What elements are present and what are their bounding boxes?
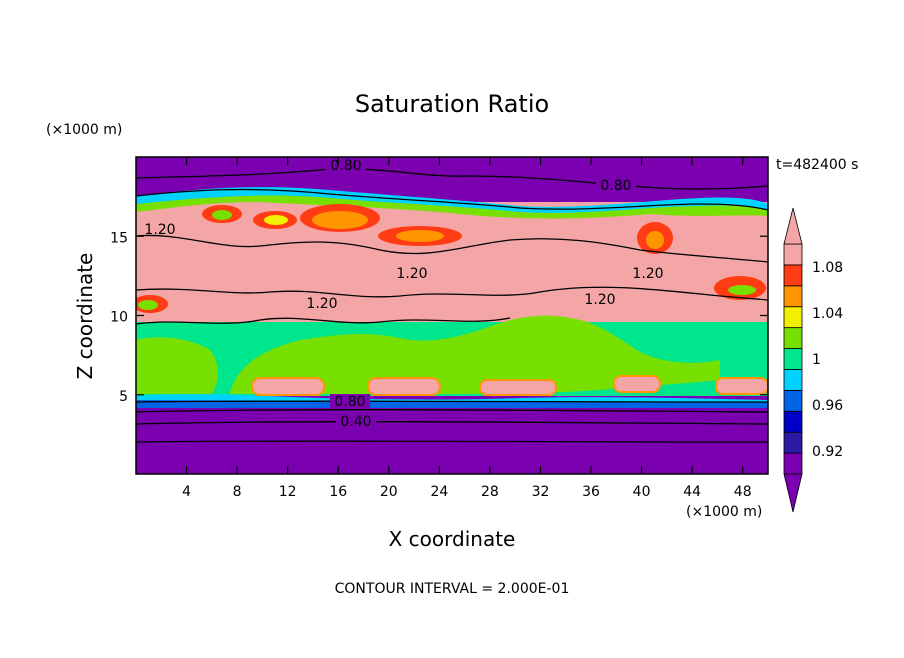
colorbar-tick-label: 0.96 xyxy=(812,398,843,414)
contour-label: 1.20 xyxy=(584,292,615,308)
patch-green xyxy=(212,210,232,220)
colorbar-tick-label: 0.92 xyxy=(812,444,843,460)
contour-label: 1.20 xyxy=(306,296,337,312)
colorbar-tick-label: 1.04 xyxy=(812,306,843,322)
contour-label: 0.80 xyxy=(330,158,361,174)
colorbar-bin xyxy=(783,389,803,412)
x-tick-label: 48 xyxy=(734,484,752,500)
pocket-pink xyxy=(479,379,557,396)
colorbar-bin xyxy=(783,243,803,266)
patch-green xyxy=(728,285,756,295)
field-lower-layer xyxy=(136,395,768,474)
pocket-pink xyxy=(251,377,325,396)
y-tick-label: 5 xyxy=(119,389,128,405)
contour-label: 0.80 xyxy=(334,394,365,410)
x-tick-label: 32 xyxy=(532,484,550,500)
colorbar-bin xyxy=(783,285,803,308)
y-unit-label: (×1000 m) xyxy=(46,122,122,138)
contour-interval-footer: CONTOUR INTERVAL = 2.000E-01 xyxy=(335,581,570,597)
pocket-pink xyxy=(715,377,768,395)
x-axis-ticks: 4 8 12 16 20 24 28 32 36 40 44 48 xyxy=(182,157,752,500)
contour-label: 1.20 xyxy=(396,266,427,282)
colorbar-bin xyxy=(783,348,803,370)
colorbar-bin xyxy=(783,264,803,287)
x-tick-label: 28 xyxy=(481,484,499,500)
pocket-pink xyxy=(613,375,661,393)
colorbar-bin xyxy=(783,452,803,475)
contour-labels: 0.80 0.80 1.20 1.20 1.20 1.20 1.20 0.80 … xyxy=(144,158,664,430)
contour-label: 0.40 xyxy=(340,414,371,430)
contour-label: 1.20 xyxy=(144,222,175,238)
x-tick-label: 40 xyxy=(633,484,651,500)
patch-orange xyxy=(646,231,664,249)
colorbar-bin xyxy=(783,306,803,329)
x-tick-label: 4 xyxy=(182,484,191,500)
plume-green xyxy=(230,315,720,394)
x-axis-title: X coordinate xyxy=(389,527,516,551)
y-tick-label: 10 xyxy=(110,310,128,326)
patch-orange xyxy=(312,211,368,229)
plume-green-left xyxy=(136,337,218,394)
y-axis-ticks: 5 10 15 xyxy=(110,230,768,405)
plot-field xyxy=(136,157,768,474)
colorbar-bin xyxy=(783,327,803,349)
patch-yellow xyxy=(264,215,288,225)
patch-orange xyxy=(396,230,444,242)
colorbar-tick-label: 1 xyxy=(812,352,821,368)
contour-label: 1.20 xyxy=(632,266,663,282)
y-axis-title: Z coordinate xyxy=(73,253,97,380)
x-tick-label: 16 xyxy=(329,484,347,500)
time-label: t=482400 s xyxy=(776,157,858,173)
y-tick-label: 15 xyxy=(110,230,128,246)
x-tick-label: 44 xyxy=(683,484,701,500)
patch-green xyxy=(138,300,158,310)
colorbar: 0.92 0.96 1 1.04 1.08 xyxy=(783,207,843,513)
pocket-pink xyxy=(367,377,441,396)
colorbar-bin xyxy=(783,431,803,454)
field-upper-cloud xyxy=(136,200,768,322)
colorbar-extend-high xyxy=(783,207,803,245)
x-tick-label: 20 xyxy=(380,484,398,500)
colorbar-bin xyxy=(783,410,803,433)
colorbar-extend-low xyxy=(783,473,803,513)
colorbar-bin xyxy=(783,369,803,391)
x-tick-label: 12 xyxy=(279,484,297,500)
colorbar-tick-label: 1.08 xyxy=(812,260,843,276)
chart-title: Saturation Ratio xyxy=(355,90,549,118)
x-unit-label: (×1000 m) xyxy=(686,504,762,520)
contour-label: 0.80 xyxy=(600,178,631,194)
x-tick-label: 36 xyxy=(582,484,600,500)
x-tick-label: 8 xyxy=(233,484,242,500)
x-tick-label: 24 xyxy=(430,484,448,500)
contour-lines xyxy=(136,168,768,443)
band-top-green xyxy=(136,195,768,219)
